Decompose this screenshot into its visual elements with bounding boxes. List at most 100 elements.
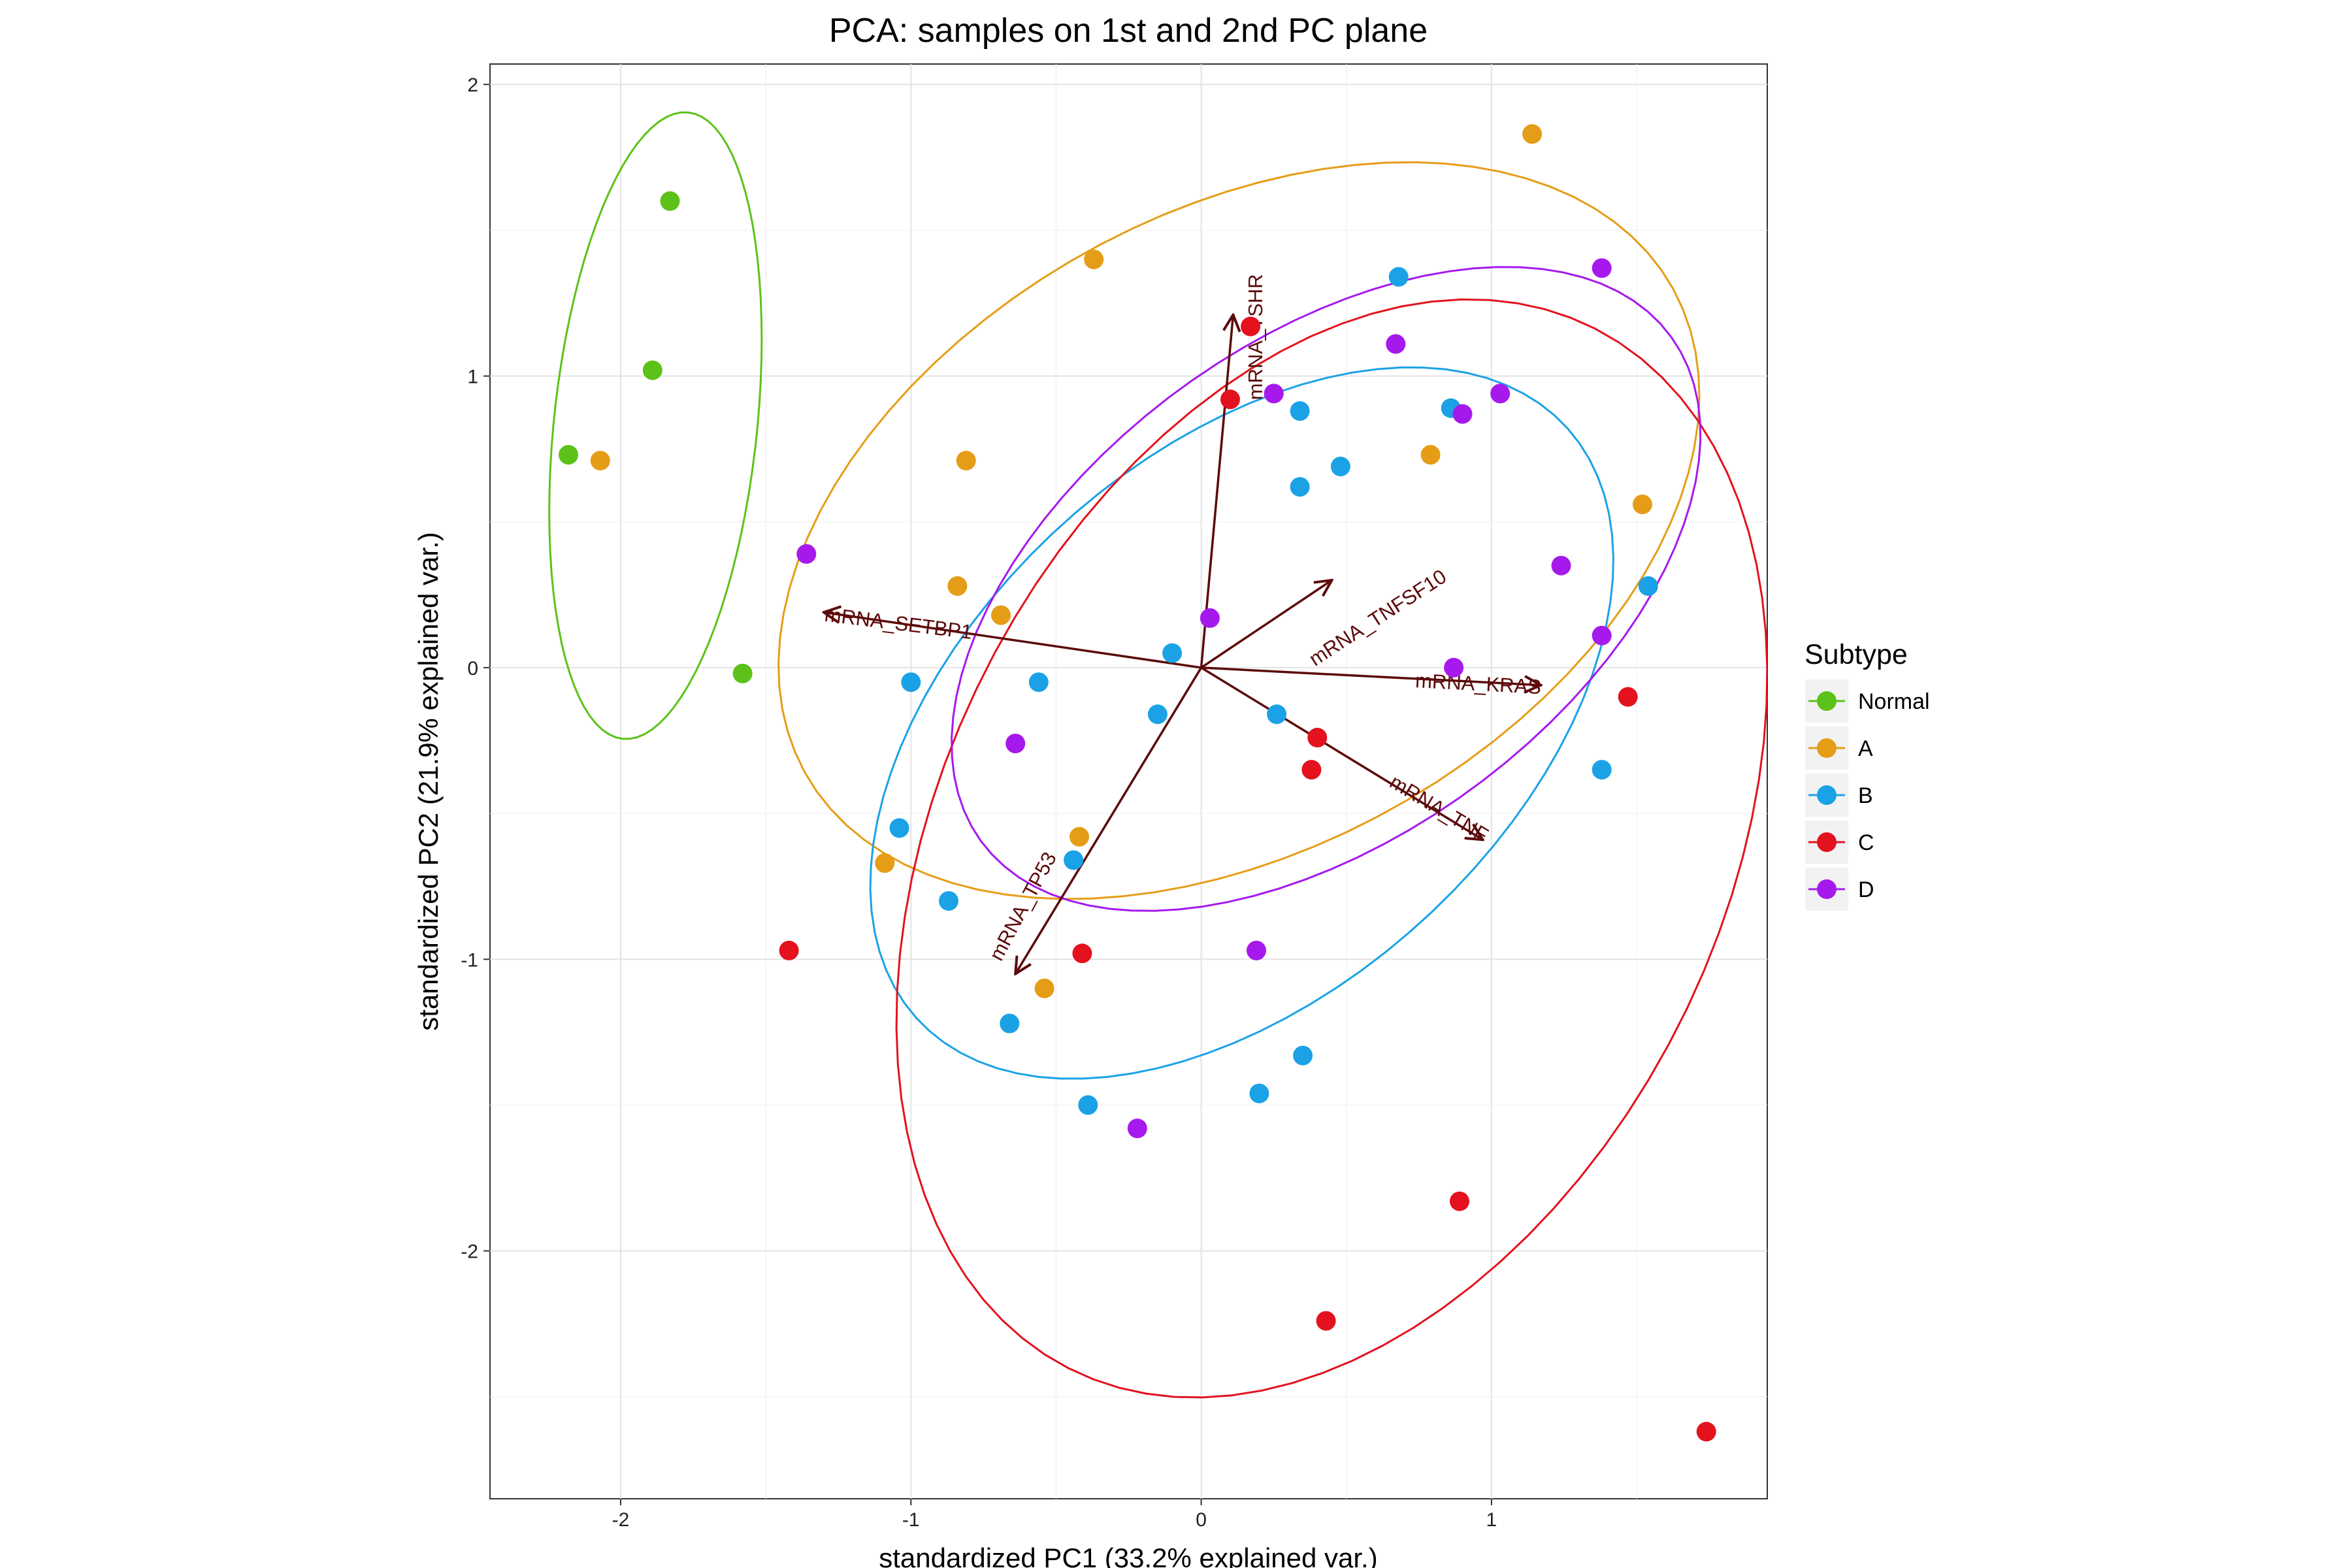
point-a — [1522, 124, 1543, 144]
legend-label: C — [1858, 830, 1874, 855]
point-d — [1386, 334, 1406, 354]
point-b — [1388, 267, 1409, 287]
legend-item-c: C — [1804, 819, 1874, 865]
point-b — [1638, 576, 1658, 596]
point-c — [1618, 687, 1638, 707]
point-b — [1293, 1045, 1313, 1066]
point-c — [1072, 943, 1092, 964]
legend-item-b: B — [1804, 772, 1873, 818]
point-b — [1267, 704, 1287, 725]
legend-dot — [1817, 691, 1837, 711]
point-a — [1034, 978, 1054, 998]
point-a — [590, 451, 610, 470]
loading-arrow-mrna-setbp1 — [824, 612, 1201, 669]
sample-points — [559, 124, 1716, 1442]
point-b — [1064, 850, 1084, 870]
point-c — [1696, 1422, 1716, 1442]
x-tick-label: 1 — [1486, 1509, 1497, 1531]
point-a — [1084, 250, 1104, 269]
loading-arrow-mrna-tshr — [1200, 315, 1233, 668]
point-a — [956, 451, 976, 470]
point-a — [1070, 826, 1089, 847]
y-axis: 2 1 0 -1 -2 — [461, 74, 490, 1263]
point-normal — [642, 360, 662, 380]
y-tick-label: 0 — [467, 658, 478, 679]
plot-panel — [489, 63, 1768, 1499]
legend-label: A — [1858, 736, 1873, 761]
loading-label-mrna-tshr: mRNA_TSHR — [1244, 274, 1267, 400]
x-axis-title: standardized PC1 (33.2% explained var.) — [879, 1543, 1377, 1568]
point-b — [939, 891, 958, 911]
chart-title: PCA: samples on 1st and 2nd PC plane — [829, 12, 1428, 50]
point-b — [1147, 704, 1168, 725]
point-a — [991, 605, 1011, 625]
point-d — [1264, 384, 1284, 404]
point-b — [1290, 477, 1310, 497]
point-c — [1241, 316, 1261, 336]
y-tick-label: -1 — [461, 949, 478, 971]
point-c — [1450, 1191, 1469, 1211]
x-tick-label: -2 — [612, 1509, 630, 1531]
point-b — [1162, 643, 1183, 663]
point-c — [779, 940, 799, 960]
point-normal — [732, 663, 753, 683]
point-d — [1127, 1119, 1147, 1139]
ellipse-d — [951, 266, 1702, 912]
legend-dot — [1817, 879, 1837, 899]
point-d — [1200, 608, 1220, 628]
y-tick-label: 1 — [467, 367, 478, 388]
confidence-ellipses — [548, 111, 1767, 1399]
ellipse-b — [869, 366, 1614, 1080]
point-d — [1444, 657, 1464, 678]
point-a — [947, 576, 968, 596]
point-normal — [660, 191, 680, 211]
point-d — [1490, 384, 1511, 404]
ellipse-normal — [548, 111, 763, 740]
point-d — [1452, 404, 1473, 424]
legend-title: Subtype — [1805, 639, 1908, 670]
point-d — [1592, 258, 1612, 278]
point-b — [1078, 1095, 1098, 1115]
y-tick-label: 2 — [467, 74, 478, 96]
loading-arrow-mrna-kras — [1201, 666, 1541, 685]
legend-dot — [1817, 832, 1837, 852]
x-tick-label: 0 — [1196, 1509, 1207, 1531]
legend-item-d: D — [1804, 866, 1874, 912]
point-b — [1249, 1083, 1269, 1103]
y-axis-title: standardized PC2 (21.9% explained var.) — [413, 532, 444, 1030]
point-c — [1220, 389, 1240, 410]
point-b — [901, 672, 921, 693]
point-d — [796, 544, 817, 564]
point-a — [1632, 495, 1652, 514]
loading-arrow-mrna-tnfsf10 — [1200, 580, 1332, 669]
x-tick-label: -1 — [902, 1509, 920, 1531]
grid-lines — [490, 64, 1767, 1499]
point-d — [1592, 625, 1612, 645]
legend-label: D — [1858, 877, 1874, 902]
point-b — [1330, 457, 1350, 476]
legend-label: B — [1858, 783, 1873, 808]
ellipse-a — [777, 161, 1701, 900]
legend-dot — [1817, 738, 1837, 758]
point-b — [889, 818, 909, 838]
legend-item-normal: Normal — [1804, 678, 1930, 724]
point-b — [1000, 1013, 1020, 1034]
loading-arrow-mrna-tp53 — [1015, 667, 1203, 974]
point-normal — [559, 445, 578, 465]
point-c — [1316, 1311, 1336, 1331]
point-d — [1247, 940, 1266, 960]
loading-arrow-mrna-tnf — [1200, 666, 1483, 840]
point-a — [875, 853, 895, 873]
ellipse-c — [895, 298, 1767, 1399]
point-d — [1005, 734, 1026, 753]
point-c — [1301, 760, 1322, 780]
legend-dot — [1817, 785, 1837, 805]
point-d — [1551, 555, 1571, 576]
x-axis: -2 -1 0 1 — [612, 1499, 1497, 1531]
y-tick-label: -2 — [461, 1241, 478, 1263]
point-b — [1290, 401, 1310, 421]
legend-item-a: A — [1804, 725, 1873, 771]
point-b — [1592, 760, 1612, 780]
